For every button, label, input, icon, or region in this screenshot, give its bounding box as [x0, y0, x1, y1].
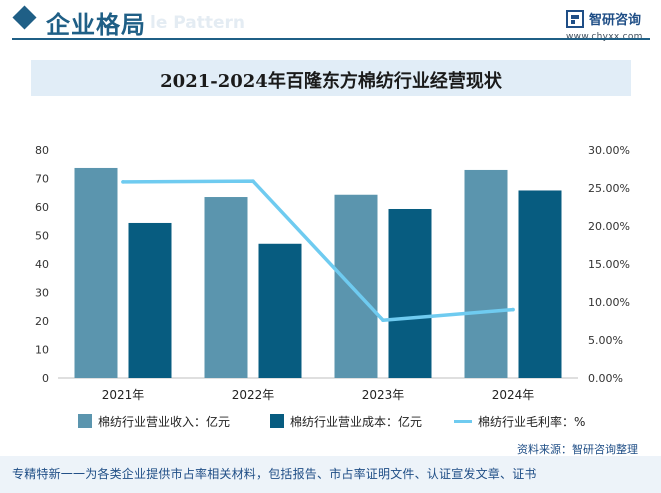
- brand-url: www.chyxx.com: [566, 32, 643, 42]
- legend-swatch-cost: [270, 414, 284, 428]
- header-watermark: le Pattern: [150, 13, 246, 33]
- y-left-tick-label: 80: [35, 144, 49, 157]
- bar-revenue: [334, 194, 378, 378]
- bar-cost: [518, 190, 562, 378]
- line-point-gross-margin: [511, 307, 515, 312]
- chart-title-band: 2021-2024年百隆东方棉纺行业经营现状: [31, 60, 631, 96]
- bar-cost: [258, 243, 302, 378]
- line-point-gross-margin: [121, 180, 125, 184]
- legend-label-cost: 棉纺行业营业成本：亿元: [290, 415, 423, 429]
- y-right-tick-label: 30.00%: [588, 144, 630, 157]
- x-tick-label: 2023年: [362, 388, 405, 402]
- source-note: 资料来源：智研咨询整理: [517, 443, 638, 456]
- y-left-tick-label: 70: [35, 173, 49, 186]
- y-right-tick-label: 10.00%: [588, 296, 630, 309]
- bar-revenue: [464, 169, 508, 378]
- legend-line-margin: [454, 420, 472, 423]
- footer: 专精特新一一为各类企业提供市占率相关材料，包括报告、市占率证明文件、认证宣发文章…: [0, 456, 661, 493]
- section-title: 企业格局: [46, 11, 146, 39]
- y-right-tick-label: 15.00%: [588, 258, 630, 271]
- chart: 0 10 20 30 40 50 60 70 80 0.00% 5.00% 10.00% 15.00% 2…: [35, 144, 630, 402]
- line-point-gross-margin: [251, 179, 255, 183]
- y-left-tick-label: 30: [35, 287, 49, 300]
- brand-name: 智研咨询: [589, 13, 642, 28]
- header-divider: [12, 38, 650, 40]
- y-left-tick-label: 0: [42, 372, 49, 385]
- y-right-tick-label: 0.00%: [588, 372, 623, 385]
- y-right-tick-label: 20.00%: [588, 220, 630, 233]
- brand-logo-icon: [566, 10, 584, 28]
- legend-label-margin: 棉纺行业毛利率：%: [478, 415, 586, 429]
- y-left-tick-label: 50: [35, 230, 49, 243]
- y-right-tick-label: 5.00%: [588, 334, 623, 347]
- bar-cost: [128, 222, 172, 378]
- x-tick-label: 2022年: [232, 388, 275, 402]
- y-left-tick-label: 40: [35, 258, 49, 271]
- footer-text: 专精特新一一为各类企业提供市占率相关材料，包括报告、市占率证明文件、认证宣发文章…: [12, 467, 537, 481]
- legend-swatch-revenue: [78, 414, 92, 428]
- legend-label-revenue: 棉纺行业营业收入：亿元: [98, 415, 231, 429]
- line-point-gross-margin: [381, 318, 385, 323]
- y-left-tick-label: 10: [35, 344, 49, 357]
- bar-revenue: [74, 167, 118, 378]
- y-left-tick-label: 60: [35, 201, 49, 214]
- bar-revenue: [204, 197, 248, 378]
- x-tick-label: 2024年: [492, 388, 535, 402]
- line-gross-margin: [121, 179, 515, 322]
- y-left-tick-label: 20: [35, 315, 49, 328]
- chart-title: 2021-2024年百隆东方棉纺行业经营现状: [160, 71, 502, 92]
- x-tick-label: 2021年: [102, 388, 145, 402]
- y-right-tick-label: 25.00%: [588, 182, 630, 195]
- header: 企业格局 le Pattern 智研咨询 www.chyxx.com: [0, 0, 661, 44]
- bar-cost: [388, 208, 432, 378]
